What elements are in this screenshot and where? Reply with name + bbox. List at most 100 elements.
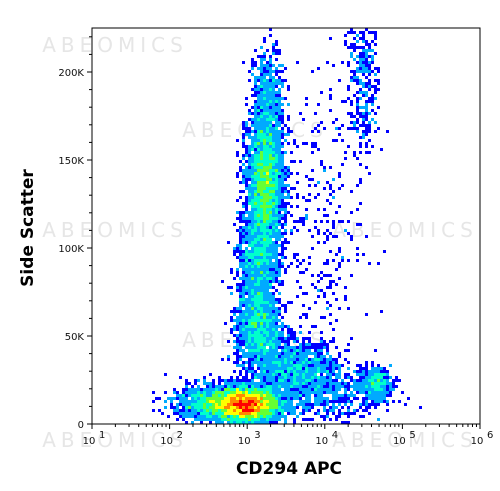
density-point <box>284 415 287 418</box>
density-point <box>362 133 365 136</box>
density-point <box>290 394 293 397</box>
density-point <box>344 295 347 298</box>
density-point <box>242 256 245 259</box>
density-point <box>254 124 257 127</box>
density-point <box>239 379 242 382</box>
density-point <box>248 154 251 157</box>
density-point <box>320 367 323 370</box>
density-point <box>266 403 269 406</box>
density-point <box>281 367 284 370</box>
density-point <box>248 157 251 160</box>
density-point <box>254 280 257 283</box>
density-point <box>266 370 269 373</box>
density-point <box>260 331 263 334</box>
density-point <box>191 409 194 412</box>
density-point <box>239 244 242 247</box>
density-point <box>278 292 281 295</box>
density-point <box>365 91 368 94</box>
density-point <box>293 361 296 364</box>
density-point <box>281 169 284 172</box>
density-point <box>338 220 341 223</box>
density-point <box>242 364 245 367</box>
density-point <box>302 409 305 412</box>
density-point <box>203 406 206 409</box>
density-point <box>206 391 209 394</box>
density-point <box>236 310 239 313</box>
density-point <box>338 172 341 175</box>
density-point <box>257 238 260 241</box>
density-point <box>254 316 257 319</box>
density-point <box>272 148 275 151</box>
density-point <box>329 379 332 382</box>
density-point <box>266 199 269 202</box>
density-point <box>245 259 248 262</box>
density-point <box>359 67 362 70</box>
density-point <box>191 391 194 394</box>
density-point <box>365 133 368 136</box>
density-point <box>203 379 206 382</box>
density-point <box>257 127 260 130</box>
density-point <box>278 97 281 100</box>
density-point <box>317 124 320 127</box>
density-point <box>302 355 305 358</box>
density-point <box>260 259 263 262</box>
density-point <box>356 121 359 124</box>
density-point <box>323 367 326 370</box>
density-point <box>260 226 263 229</box>
density-point <box>263 163 266 166</box>
density-point <box>272 70 275 73</box>
density-point <box>248 172 251 175</box>
density-point <box>239 256 242 259</box>
density-point <box>302 382 305 385</box>
density-point <box>290 406 293 409</box>
density-point <box>332 373 335 376</box>
density-point <box>254 313 257 316</box>
density-point <box>263 133 266 136</box>
density-point <box>266 232 269 235</box>
density-point <box>254 91 257 94</box>
density-point <box>257 340 260 343</box>
density-point <box>320 388 323 391</box>
density-point <box>275 208 278 211</box>
density-point <box>278 418 281 421</box>
density-point <box>239 295 242 298</box>
density-point <box>332 196 335 199</box>
density-point <box>281 247 284 250</box>
density-point <box>242 412 245 415</box>
density-point <box>359 163 362 166</box>
density-point <box>287 379 290 382</box>
density-point <box>275 301 278 304</box>
density-point <box>245 130 248 133</box>
density-point <box>269 292 272 295</box>
density-point <box>239 289 242 292</box>
density-point <box>383 367 386 370</box>
density-point <box>329 283 332 286</box>
density-point <box>347 343 350 346</box>
density-point <box>272 385 275 388</box>
density-point <box>266 67 269 70</box>
density-point <box>356 79 359 82</box>
density-point <box>287 364 290 367</box>
density-point <box>353 394 356 397</box>
density-point <box>254 49 257 52</box>
density-point <box>365 49 368 52</box>
density-point <box>242 169 245 172</box>
density-point <box>257 178 260 181</box>
density-point <box>227 391 230 394</box>
density-point <box>263 151 266 154</box>
density-point <box>332 412 335 415</box>
density-point <box>347 421 350 424</box>
density-point <box>182 409 185 412</box>
density-point <box>368 79 371 82</box>
density-point <box>323 409 326 412</box>
density-point <box>320 289 323 292</box>
density-point <box>224 322 227 325</box>
density-point <box>350 31 353 34</box>
density-point <box>272 403 275 406</box>
density-point <box>278 190 281 193</box>
density-point <box>362 382 365 385</box>
density-point <box>296 385 299 388</box>
density-point <box>263 271 266 274</box>
density-point <box>281 412 284 415</box>
density-point <box>275 52 278 55</box>
